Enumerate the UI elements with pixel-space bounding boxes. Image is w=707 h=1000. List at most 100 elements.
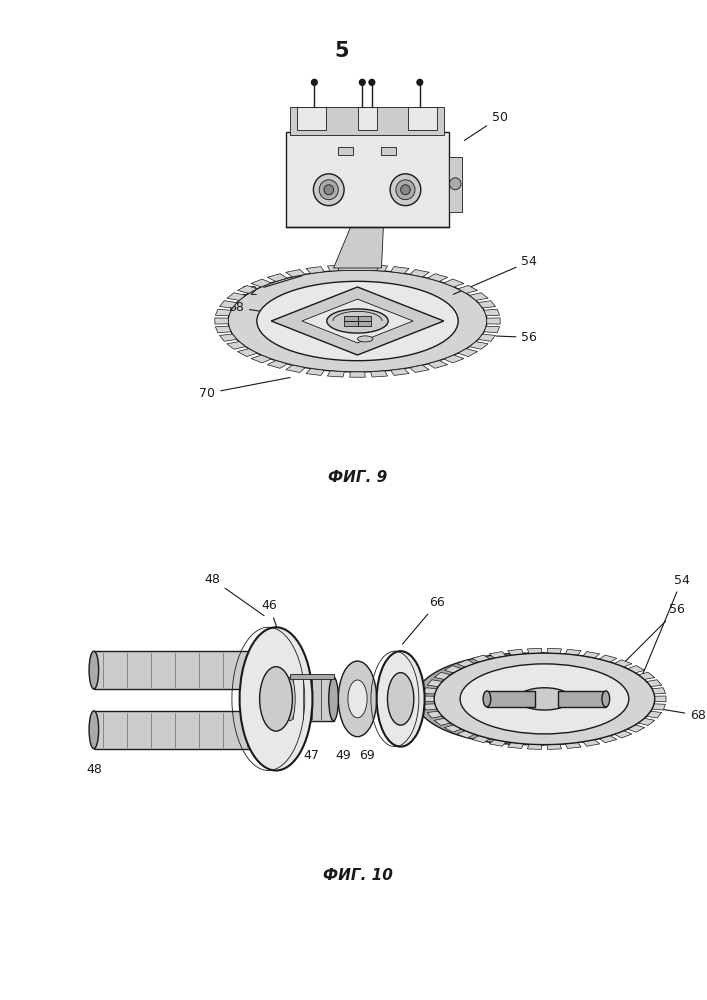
Polygon shape [238, 349, 257, 357]
Circle shape [417, 79, 423, 85]
Polygon shape [627, 725, 645, 732]
Circle shape [359, 79, 366, 85]
Polygon shape [472, 736, 489, 743]
Polygon shape [327, 265, 344, 271]
Polygon shape [527, 744, 542, 749]
Polygon shape [566, 649, 581, 655]
Polygon shape [306, 267, 325, 273]
Ellipse shape [460, 664, 629, 734]
Ellipse shape [434, 653, 655, 745]
Ellipse shape [434, 653, 655, 745]
Circle shape [313, 174, 344, 206]
Ellipse shape [518, 688, 571, 710]
Polygon shape [444, 279, 464, 287]
Text: 52: 52 [243, 276, 302, 298]
Polygon shape [215, 318, 228, 324]
Polygon shape [547, 744, 561, 749]
Polygon shape [489, 652, 506, 658]
Polygon shape [646, 711, 662, 718]
Polygon shape [350, 372, 366, 377]
Polygon shape [444, 725, 462, 732]
Polygon shape [334, 227, 383, 268]
Polygon shape [227, 293, 245, 300]
Polygon shape [327, 371, 344, 377]
Polygon shape [216, 326, 231, 333]
Text: 50: 50 [464, 111, 508, 140]
Polygon shape [484, 326, 500, 333]
Text: ФИГ. 9: ФИГ. 9 [328, 470, 387, 485]
Polygon shape [600, 655, 617, 662]
Polygon shape [271, 287, 444, 355]
Ellipse shape [277, 651, 285, 689]
Polygon shape [478, 301, 496, 308]
Bar [291, 677, 334, 721]
Text: 54: 54 [453, 255, 537, 294]
Polygon shape [646, 680, 662, 687]
Bar [358, 107, 377, 130]
Polygon shape [638, 672, 655, 679]
Bar [291, 107, 444, 135]
Polygon shape [238, 285, 257, 293]
Bar [286, 132, 448, 227]
Polygon shape [423, 704, 437, 710]
Polygon shape [434, 672, 450, 679]
Ellipse shape [358, 336, 373, 342]
Polygon shape [302, 299, 413, 343]
Polygon shape [428, 361, 448, 368]
Polygon shape [427, 680, 443, 687]
Bar [94, 711, 281, 749]
Polygon shape [267, 361, 287, 368]
Text: 69: 69 [359, 749, 375, 762]
Polygon shape [219, 334, 237, 341]
Polygon shape [527, 648, 542, 654]
Bar [487, 691, 535, 707]
Ellipse shape [286, 677, 296, 721]
Ellipse shape [387, 673, 414, 725]
Text: ФИГ. 10: ФИГ. 10 [322, 868, 392, 883]
Ellipse shape [259, 667, 293, 731]
Bar [558, 691, 606, 707]
Polygon shape [350, 265, 366, 270]
Polygon shape [267, 274, 287, 281]
Polygon shape [547, 648, 561, 654]
Polygon shape [415, 653, 544, 745]
Text: 70: 70 [199, 378, 290, 400]
Polygon shape [566, 743, 581, 748]
Polygon shape [484, 309, 500, 316]
Ellipse shape [277, 711, 285, 749]
Polygon shape [458, 349, 477, 357]
Polygon shape [444, 355, 464, 363]
Bar [448, 157, 462, 212]
Polygon shape [508, 743, 524, 748]
Polygon shape [219, 301, 237, 308]
Bar [382, 147, 396, 155]
Polygon shape [251, 279, 271, 287]
Circle shape [401, 185, 410, 195]
Polygon shape [614, 660, 632, 667]
Text: 48: 48 [86, 763, 102, 776]
Polygon shape [370, 371, 387, 377]
Circle shape [390, 174, 421, 206]
Polygon shape [391, 267, 409, 273]
Polygon shape [423, 696, 434, 702]
Polygon shape [583, 740, 600, 746]
Polygon shape [469, 342, 488, 349]
Bar [409, 107, 437, 130]
Ellipse shape [240, 627, 312, 770]
Text: 5: 5 [335, 41, 349, 61]
Text: 66: 66 [402, 596, 445, 644]
Text: 46: 46 [262, 599, 295, 678]
Polygon shape [638, 718, 655, 725]
Text: 68: 68 [228, 301, 290, 316]
Ellipse shape [483, 691, 491, 707]
Polygon shape [652, 688, 665, 694]
Circle shape [312, 79, 317, 85]
Polygon shape [428, 274, 448, 281]
Polygon shape [655, 696, 666, 702]
Polygon shape [614, 731, 632, 738]
Polygon shape [458, 285, 477, 293]
Polygon shape [410, 365, 429, 372]
Ellipse shape [327, 309, 388, 333]
Polygon shape [489, 740, 506, 746]
Text: 56: 56 [496, 331, 537, 344]
